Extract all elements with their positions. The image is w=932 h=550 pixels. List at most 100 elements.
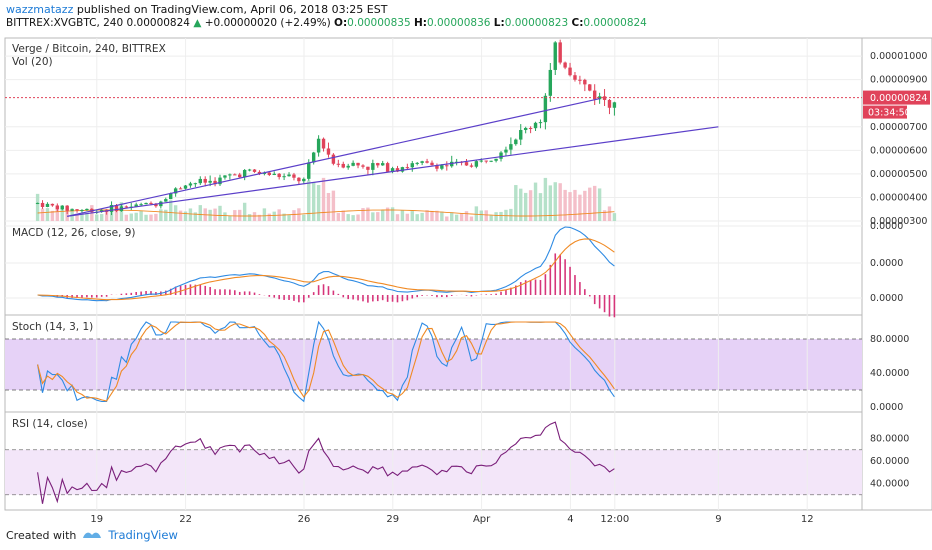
candle-down (578, 79, 582, 81)
candle-down (602, 96, 607, 100)
candle-up (499, 152, 503, 159)
candle-down (124, 206, 129, 208)
candle-down (336, 163, 341, 165)
volume-bar (484, 210, 488, 221)
candle-up (523, 127, 528, 131)
pane-title-stoch: Stoch (14, 3, 1) (12, 321, 93, 333)
volume-bar (573, 189, 577, 221)
candle-up (193, 183, 198, 185)
macd-tick-label: 0.0000 (870, 258, 903, 269)
volume-bar (519, 188, 523, 221)
pane-frame-price (4, 37, 863, 222)
candle-up (548, 69, 553, 96)
price-tick-label: 0.00000600 (870, 145, 927, 156)
author-link[interactable]: wazzmatazz (6, 3, 74, 16)
volume-bar (95, 214, 99, 221)
price-tick-label: 0.00000700 (870, 122, 927, 133)
volume-bar (415, 214, 419, 221)
volume-bar (356, 214, 360, 221)
volume-bar (435, 210, 439, 221)
trendline-1[interactable] (67, 126, 719, 217)
volume-bar (218, 205, 222, 221)
candle-down (568, 67, 572, 76)
pane-title-rsi: RSI (14, close) (12, 418, 88, 430)
candle-up (272, 173, 276, 175)
volume-bar (553, 182, 557, 221)
candle-down (321, 138, 326, 149)
candle-down (277, 173, 281, 178)
volume-bar (538, 193, 543, 221)
volume-bar (494, 212, 498, 221)
close-label: C: (571, 17, 584, 29)
volume-bar (390, 207, 395, 221)
last-price: 0.00000824 (126, 17, 190, 29)
candle-up (316, 138, 321, 153)
volume-bar (430, 210, 434, 221)
volume-bar (124, 214, 129, 221)
candle-up (169, 193, 173, 200)
volume-bar (213, 208, 217, 221)
x-tick-label: 12:00 (600, 514, 629, 525)
candle-up (612, 102, 617, 108)
candle-up (538, 122, 543, 124)
x-tick-label: Apr (473, 514, 491, 525)
candle-up (164, 199, 168, 202)
volume-bar (75, 213, 79, 221)
candle-down (267, 172, 272, 175)
symbol-line: BITTREX:XVGBTC, 240 0.00000824 ▲ +0.0000… (6, 17, 647, 29)
volume-bar (607, 206, 612, 221)
volume-bar (405, 213, 410, 221)
rsi-tick-label: 60.0000 (870, 456, 909, 467)
trendline-2[interactable] (67, 97, 601, 217)
candle-up (415, 162, 419, 164)
volume-bar (267, 213, 272, 221)
price-tick-label: 0.00000300 (870, 216, 927, 227)
volume-bar (65, 207, 69, 221)
candle-down (405, 167, 410, 169)
macd-line (37, 226, 615, 302)
candle-down (55, 205, 60, 210)
candle-down (430, 162, 434, 166)
volume-bar (612, 213, 617, 221)
stoch-tick-label: 80.0000 (870, 334, 909, 345)
candle-down (238, 174, 242, 178)
candle-up (553, 42, 557, 70)
volume-bar (164, 209, 168, 221)
candle-down (341, 163, 345, 168)
volume-bar (242, 202, 247, 221)
candle-down (376, 163, 380, 166)
candle-up (223, 175, 227, 178)
candle-up (173, 188, 178, 194)
published-text: published on TradingView.com, April 06, … (76, 3, 388, 16)
rsi-tick-label: 80.0000 (870, 434, 909, 445)
candle-up (307, 162, 311, 179)
volume-bar (583, 190, 587, 221)
volume-bar (489, 215, 493, 221)
volume-bar (188, 208, 193, 221)
volume-bar (351, 215, 355, 221)
created-with-text: Created with (6, 528, 77, 542)
pane-title-price: Verge / Bitcoin, 240, BITTREX (12, 43, 166, 55)
volume-bar (272, 211, 276, 221)
low-value: 0.00000823 (504, 17, 569, 29)
candle-down (213, 180, 217, 185)
candle-down (607, 99, 612, 108)
countdown-tag-text: 03:34:50 (868, 108, 911, 119)
last-price-tag-text: 0.00000824 (870, 93, 927, 104)
volume-bar (548, 185, 553, 221)
volume-bar (523, 192, 528, 221)
x-tick-label: 26 (298, 514, 311, 525)
candle-up (45, 203, 50, 207)
volume-bar (45, 208, 50, 221)
candle-down (149, 202, 153, 204)
candle-down (65, 205, 69, 211)
volume-bar (238, 209, 242, 221)
volume-bar (99, 214, 104, 221)
tradingview-brand[interactable]: TradingView (108, 528, 178, 542)
candle-up (282, 176, 286, 178)
macd-tick-label: 0.0000 (870, 293, 903, 304)
volume-bar (326, 192, 331, 221)
stoch-band (5, 339, 862, 390)
volume-bar (80, 214, 84, 221)
